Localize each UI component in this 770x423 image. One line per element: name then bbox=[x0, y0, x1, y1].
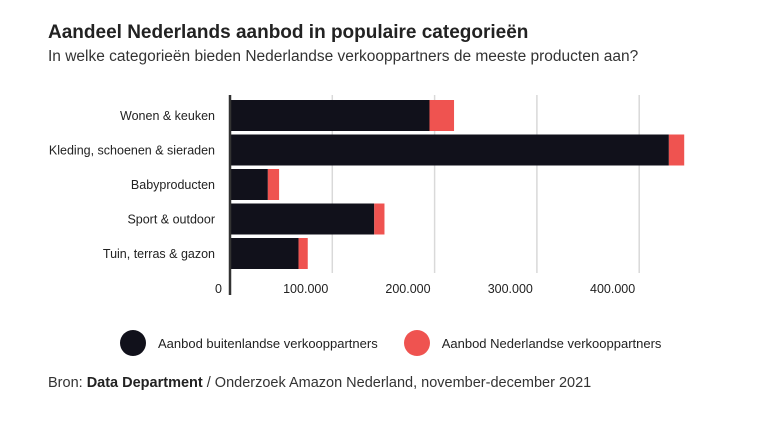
category-label-1: Kleding, schoenen & sieraden bbox=[49, 144, 215, 158]
legend-item-dutch: Aanbod Nederlandse verkooppartners bbox=[403, 330, 662, 356]
legend-label-dutch: Aanbod Nederlandse verkooppartners bbox=[441, 335, 662, 351]
category-label-4: Tuin, terras & gazon bbox=[103, 247, 215, 261]
chart-title: Aandeel Nederlands aanbod in populaire c… bbox=[48, 22, 529, 43]
source-suffix: / Onderzoek Amazon Nederland, november-d… bbox=[202, 375, 592, 391]
bar-foreign-4 bbox=[230, 238, 299, 269]
category-label-3: Sport & outdoor bbox=[127, 213, 215, 227]
legend-label-foreign: Aanbod buitenlandse verkooppartners bbox=[158, 335, 378, 351]
bar-dutch-4 bbox=[298, 238, 308, 269]
source-name: Data Department bbox=[86, 375, 203, 391]
bar-dutch-3 bbox=[374, 203, 385, 235]
bar-foreign-2 bbox=[230, 169, 268, 200]
legend-swatch-dutch bbox=[403, 330, 430, 356]
x-tick-label-1: 100.000 bbox=[283, 282, 328, 296]
legend-swatch-foreign bbox=[120, 330, 146, 356]
legend-item-foreign: Aanbod buitenlandse verkooppartners bbox=[120, 330, 378, 356]
chart-subtitle: In welke categorieën bieden Nederlandse … bbox=[48, 48, 639, 65]
x-tick-label-2: 200.000 bbox=[385, 282, 430, 296]
x-tick-label-0: 0 bbox=[215, 282, 222, 296]
bar-dutch-1 bbox=[668, 134, 685, 166]
x-tick-label-4: 400.000 bbox=[590, 282, 635, 296]
bar-chart: Wonen & keuken Kleding, schoenen & sierad… bbox=[49, 95, 685, 296]
bar-dutch-0 bbox=[429, 100, 455, 131]
bar-foreign-0 bbox=[230, 100, 430, 131]
bar-dutch-2 bbox=[267, 169, 280, 200]
bar-foreign-1 bbox=[230, 134, 669, 166]
source-prefix: Bron: bbox=[48, 375, 87, 391]
bar-foreign-3 bbox=[230, 203, 375, 235]
legend: Aanbod buitenlandse verkooppartners Aanb… bbox=[120, 330, 687, 356]
category-label-0: Wonen & keuken bbox=[120, 109, 215, 123]
x-tick-label-3: 300.000 bbox=[488, 282, 533, 296]
source-note: Bron: Data Department / Onderzoek Amazon… bbox=[48, 375, 591, 391]
category-label-2: Babyproducten bbox=[131, 178, 215, 192]
